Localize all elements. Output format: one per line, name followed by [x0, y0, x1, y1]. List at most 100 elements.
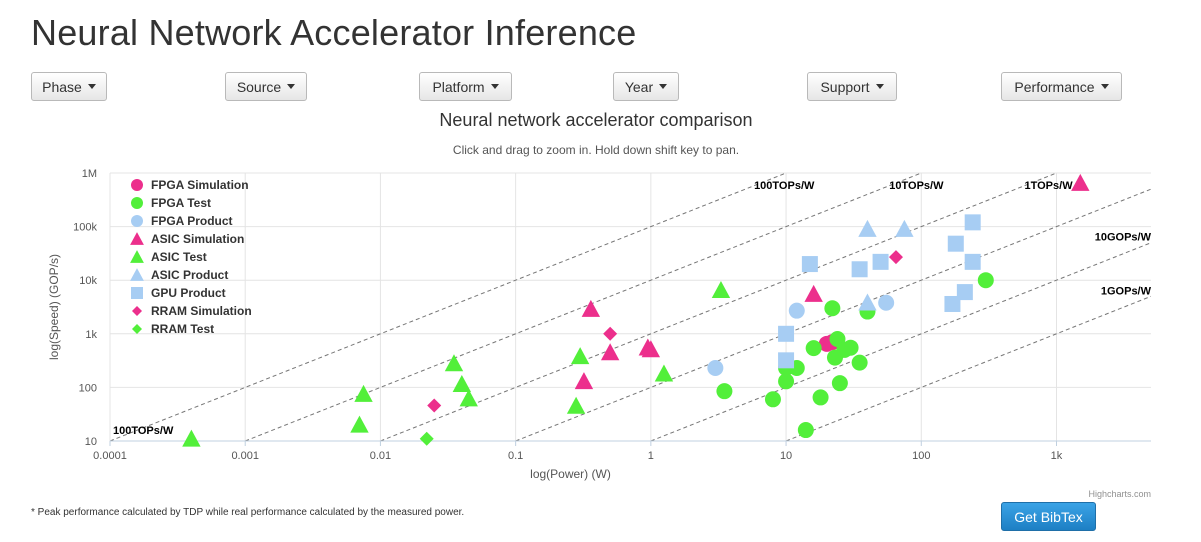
caret-down-icon [875, 84, 884, 89]
asic-product-point [895, 219, 914, 237]
efficiency-label: 10TOPs/W [889, 180, 944, 192]
support-filter-label: Support [820, 78, 870, 95]
asic-simulation-point [1071, 173, 1090, 191]
filter-bar: Phase Source Platform Year Support Perfo… [0, 72, 1201, 102]
legend: FPGA Simulation FPGA Test FPGA Product ASIC… [130, 178, 252, 336]
caret-down-icon [87, 84, 96, 89]
asic-test-legend-symbol [130, 250, 144, 263]
y-tick-label: 100 [79, 382, 97, 394]
fpga-test-point [764, 391, 781, 408]
phase-filter-button[interactable]: Phase [31, 72, 107, 101]
efficiency-lines [110, 173, 1151, 441]
chart-text: 100TOPs/W 10TOPs/W 1TOPs/W 10GOPs/W 1GOPs/W 1… [113, 110, 1152, 499]
efficiency-line [380, 173, 1057, 441]
asic-test-point [354, 384, 373, 402]
year-filter-label: Year [624, 78, 654, 95]
efficiency-label: 100TOPs/W [754, 180, 815, 192]
fpga-test-point [977, 272, 994, 289]
year-filter-button[interactable]: Year [613, 72, 679, 101]
fpga-product-point [878, 294, 895, 311]
fpga-simulation-legend-label: FPGA Simulation [151, 178, 249, 192]
performance-filter-button[interactable]: Performance [1001, 72, 1122, 101]
y-tick-label: 1M [82, 168, 97, 180]
rram-simulation-point [427, 398, 442, 413]
fpga-product-legend-symbol [131, 215, 143, 227]
rram-simulation-point [603, 326, 618, 341]
asic-product-point [858, 219, 877, 237]
asic-product-point [858, 293, 877, 311]
fpga-test-legend-label: FPGA Test [151, 196, 211, 210]
fpga-test-point [812, 389, 829, 406]
fpga-simulation-legend-symbol [131, 179, 143, 191]
fpga-test-point [805, 340, 822, 357]
fpga-test-legend-symbol [131, 197, 143, 209]
chart-container[interactable]: 0.0001 0.001 0.01 0.1 1 10 100 1k 10 100 1k 10k 100k… [0, 104, 1201, 504]
gpu-product-point [944, 295, 961, 312]
asic-simulation-point [600, 343, 620, 361]
get-bibtex-button[interactable]: Get BibTex [1001, 502, 1096, 531]
efficiency-line [785, 295, 1151, 441]
fpga-test-point [797, 422, 814, 439]
y-tick-label: 100k [73, 222, 97, 234]
asic-simulation-point [581, 299, 601, 317]
fpga-test-point [842, 339, 859, 356]
caret-down-icon [490, 84, 499, 89]
gpu-product-point [851, 261, 868, 278]
gpu-product-point [778, 352, 795, 369]
efficiency-line [515, 188, 1151, 441]
asic-test-point [459, 389, 478, 407]
axes: 0.0001 0.001 0.01 0.1 1 10 100 1k 10 100 1k 10k 100k… [47, 168, 1151, 481]
x-tick-label: 0.1 [508, 450, 523, 462]
support-filter-button[interactable]: Support [807, 72, 897, 101]
scatter-chart[interactable]: 0.0001 0.001 0.01 0.1 1 10 100 1k 10 100 1k 10k 100k… [0, 104, 1201, 504]
gpu-product-point [778, 325, 795, 342]
asic-test-legend-label: ASIC Test [151, 250, 207, 264]
caret-down-icon [659, 84, 668, 89]
corner-efficiency-label: 100TOPs/W [113, 425, 174, 437]
gpu-product-point [947, 235, 964, 252]
gpu-product-point [872, 253, 889, 270]
asic-simulation-point [574, 372, 594, 390]
asic-test-point [566, 396, 586, 414]
chart-credits: Highcharts.com [1088, 489, 1151, 499]
phase-filter-label: Phase [42, 78, 82, 95]
caret-down-icon [1100, 84, 1109, 89]
asic-simulation-legend-symbol [130, 232, 144, 245]
chart-title: Neural network accelerator comparison [439, 110, 752, 130]
asic-test-point [654, 364, 674, 382]
x-tick-label: 1k [1051, 450, 1063, 462]
efficiency-line [110, 173, 787, 441]
rram-simulation-point [888, 250, 903, 265]
source-filter-button[interactable]: Source [225, 72, 307, 101]
x-tick-label: 0.01 [370, 450, 391, 462]
performance-filter-label: Performance [1014, 78, 1095, 95]
y-tick-label: 1k [85, 329, 97, 341]
y-tick-label: 10k [79, 275, 97, 287]
page-title: Neural Network Accelerator Inference [31, 12, 637, 53]
gpu-product-legend-symbol [131, 287, 143, 299]
asic-test-point [570, 347, 590, 365]
fpga-product-point [788, 302, 805, 319]
asic-test-point [452, 374, 472, 392]
fpga-product-point [707, 360, 724, 377]
efficiency-line [650, 242, 1151, 441]
efficiency-label: 1GOPs/W [1101, 285, 1152, 297]
rram-test-legend-label: RRAM Test [151, 322, 214, 336]
rram-test-legend-symbol [132, 324, 142, 334]
gpu-product-point [964, 253, 981, 270]
gpu-product-point [964, 214, 981, 231]
gpu-product-point [956, 284, 973, 301]
gpu-product-point [801, 256, 818, 273]
caret-down-icon [287, 84, 296, 89]
asic-test-point [444, 354, 464, 372]
source-filter-label: Source [236, 78, 282, 95]
asic-product-legend-symbol [130, 268, 144, 281]
asic-simulation-point [641, 340, 661, 358]
platform-filter-button[interactable]: Platform [419, 72, 512, 101]
rram-simulation-legend-label: RRAM Simulation [151, 304, 252, 318]
x-tick-label: 1 [648, 450, 654, 462]
x-tick-label: 10 [780, 450, 792, 462]
asic-test-point [350, 415, 369, 433]
x-tick-label: 100 [912, 450, 930, 462]
y-axis-title: log(Speed) (GOP/s) [47, 254, 61, 360]
